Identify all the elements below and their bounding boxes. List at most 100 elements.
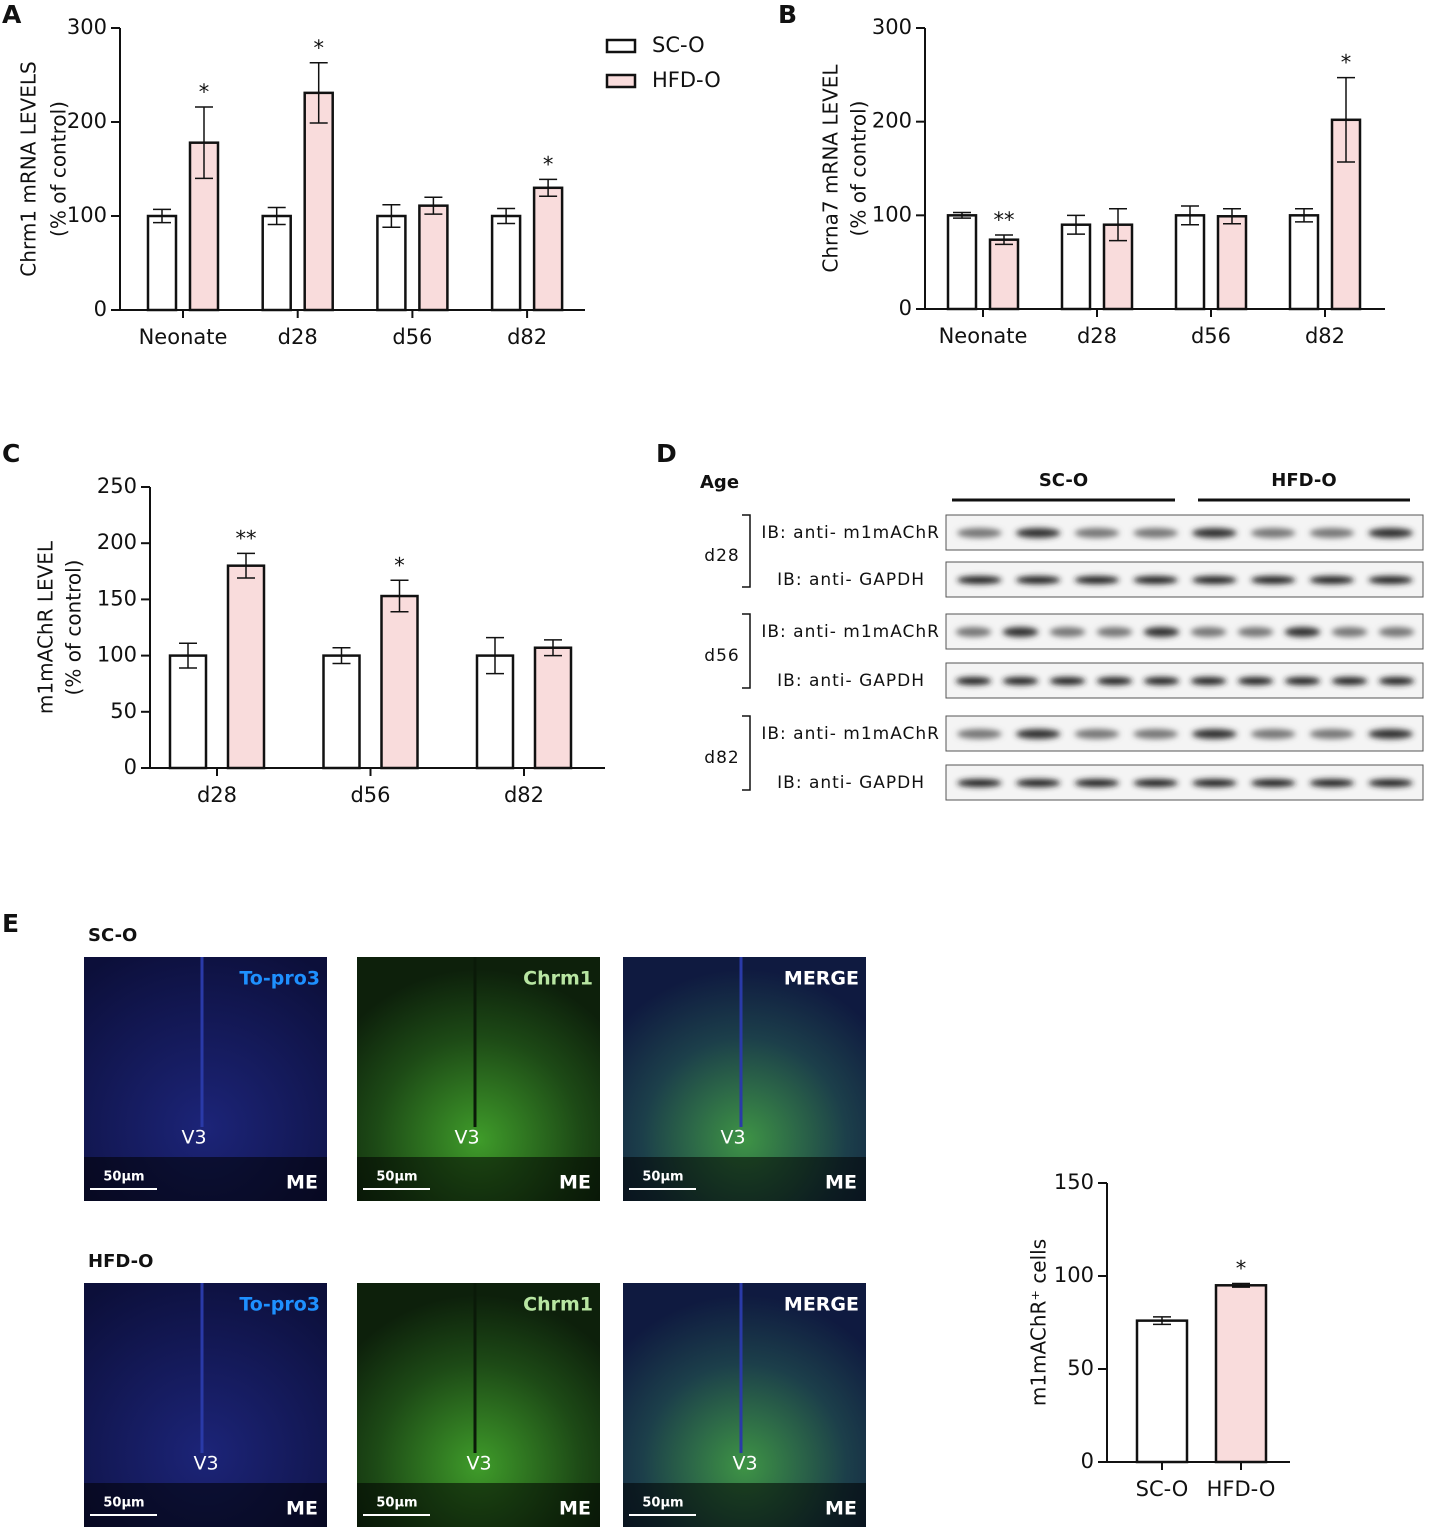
y-tick-label: 100 (1054, 1263, 1094, 1287)
panel-letter: B (778, 0, 797, 29)
blot-band (1074, 528, 1120, 538)
significance: ** (236, 526, 257, 550)
bar (988, 238, 1020, 311)
blot-band (1331, 677, 1368, 685)
significance: * (1236, 1256, 1247, 1280)
error-bar (1295, 208, 1313, 223)
y-axis-label: Chrm1 mRNA LEVELS (17, 61, 41, 276)
blot-band (1331, 627, 1368, 637)
blot-band (1143, 627, 1180, 637)
y-tick-label: 200 (97, 530, 137, 554)
y-axis-label: (% of control) (62, 560, 86, 696)
ME-label: ME (286, 1172, 318, 1194)
blot-band (1096, 677, 1133, 685)
ME-label: ME (825, 1498, 857, 1520)
blot-band (1192, 528, 1237, 538)
blot-band (1133, 528, 1178, 538)
error-bar (382, 203, 401, 229)
channel-label: MERGE (784, 968, 859, 990)
legend-swatch (605, 38, 637, 54)
error-bar (995, 234, 1013, 246)
V3-label: V3 (732, 1453, 757, 1475)
channel-label: To-pro3 (239, 968, 320, 990)
band-label: IB: anti- GAPDH (777, 773, 925, 793)
y-axis-label: (% of control) (847, 101, 871, 237)
y-tick-label: 0 (899, 296, 912, 320)
error-bar (1337, 76, 1355, 163)
scale-label: 50µm (642, 1496, 683, 1511)
ME-label: ME (559, 1498, 591, 1520)
blot-band (1309, 729, 1355, 739)
blot-band (1049, 677, 1086, 685)
y-tick-label: 100 (97, 643, 137, 667)
blot-band (1074, 729, 1120, 739)
y-tick-label: 250 (97, 474, 137, 498)
error-bar (195, 106, 213, 180)
y-tick-label: 150 (1054, 1170, 1094, 1194)
bar (380, 594, 419, 770)
scale-label: 50µm (376, 1170, 417, 1185)
y-tick-label: 0 (94, 297, 107, 321)
y-tick-label: 200 (67, 109, 107, 133)
error-bar (309, 62, 328, 124)
error-bar (1181, 205, 1199, 226)
median-eminence-dark (623, 1157, 866, 1201)
error-bar (153, 208, 171, 224)
x-tick-label: d82 (1305, 324, 1345, 348)
error-bar (544, 639, 562, 657)
channel-label: MERGE (784, 1294, 859, 1316)
bracket (742, 514, 751, 588)
ME-label: ME (825, 1172, 857, 1194)
band-label: IB: anti- GAPDH (777, 671, 925, 691)
blot-band (1133, 576, 1178, 584)
y-tick-label: 50 (1067, 1356, 1094, 1380)
error-bar (267, 206, 286, 226)
blot-band (1192, 576, 1237, 584)
blot-band (1133, 729, 1178, 739)
blot-band (1368, 779, 1413, 787)
x-tick-label: SC-O (1136, 1477, 1189, 1501)
x-tick-label: d28 (197, 783, 237, 807)
bar (146, 214, 178, 312)
x-tick-label: HFD-O (1207, 1477, 1276, 1501)
bar (1174, 214, 1206, 311)
band-label: IB: anti- m1mAChR (761, 622, 940, 642)
blot-band (1309, 779, 1355, 787)
error-bar (332, 646, 351, 665)
V3-label: V3 (181, 1127, 206, 1149)
bar (1216, 215, 1248, 311)
x-tick-label: Neonate (139, 325, 228, 349)
channel-label: Chrm1 (523, 968, 593, 990)
y-tick-label: 200 (872, 109, 912, 133)
y-tick-label: 0 (1081, 1449, 1094, 1473)
blot-band (1378, 677, 1415, 685)
significance: * (394, 553, 405, 577)
bar (303, 91, 334, 312)
blot-band (1378, 627, 1415, 637)
scale-label: 50µm (642, 1170, 683, 1185)
error-bar (1109, 208, 1127, 242)
blot-band (1049, 627, 1086, 637)
x-tick-label: d82 (507, 325, 547, 349)
significance: * (543, 152, 554, 176)
bar (322, 654, 361, 770)
x-tick-label: d56 (392, 325, 432, 349)
median-eminence-dark (357, 1483, 600, 1527)
significance: * (199, 80, 210, 104)
ME-label: ME (559, 1172, 591, 1194)
bar (418, 204, 449, 312)
age-label: d28 (704, 546, 739, 566)
y-tick-label: 100 (67, 203, 107, 227)
blot-band (1368, 576, 1413, 584)
scale-label: 50µm (103, 1496, 144, 1511)
panel-letter: D (656, 439, 677, 468)
error-bar (1067, 214, 1085, 235)
bar (1135, 1319, 1189, 1464)
V3-label: V3 (454, 1127, 479, 1149)
blot-band (1237, 677, 1274, 685)
significance: * (313, 36, 324, 60)
blot-band (955, 677, 992, 685)
significance: * (1341, 51, 1352, 75)
median-eminence-dark (84, 1157, 327, 1201)
row-label: SC-O (88, 925, 137, 946)
